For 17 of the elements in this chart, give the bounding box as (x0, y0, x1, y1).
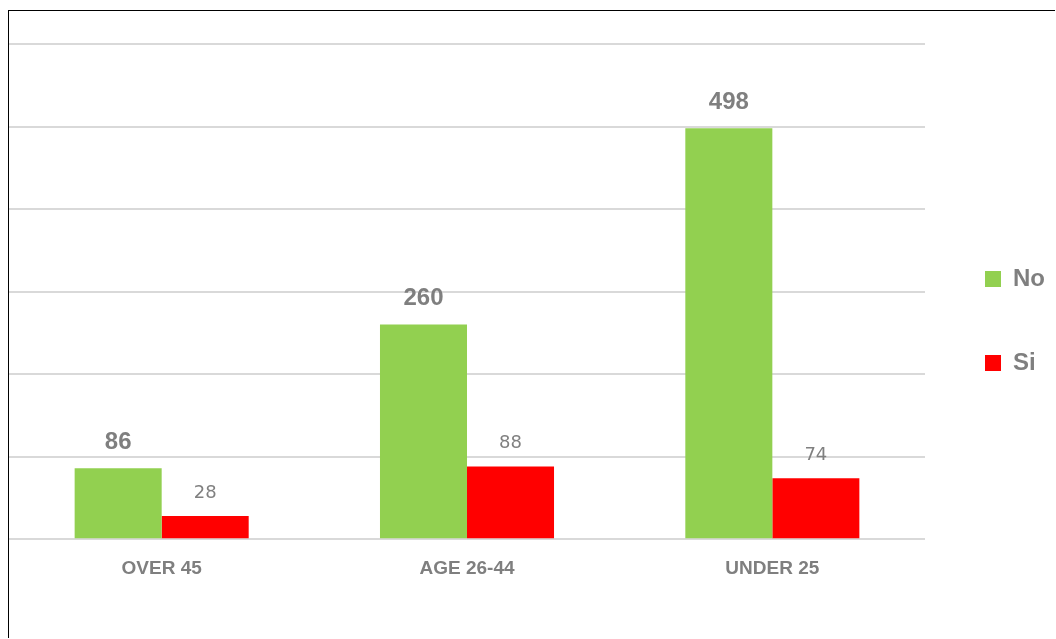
x-tick-label: AGE 26-44 (419, 556, 515, 578)
x-tick-label: UNDER 25 (725, 556, 820, 578)
legend-label: No (1013, 263, 1046, 291)
bar (772, 478, 860, 539)
x-tick-label: OVER 45 (121, 556, 203, 578)
data-label: 28 (193, 480, 217, 502)
bar (161, 516, 249, 539)
data-label: 88 (499, 431, 522, 453)
bar (685, 128, 773, 539)
data-label: 498 (708, 86, 749, 114)
bar (379, 324, 467, 539)
legend-label: Si (1013, 347, 1036, 375)
data-label: 86 (104, 426, 132, 454)
bar (467, 466, 555, 539)
data-label: 74 (804, 442, 828, 464)
data-label: 260 (403, 283, 444, 311)
bar (74, 468, 162, 539)
